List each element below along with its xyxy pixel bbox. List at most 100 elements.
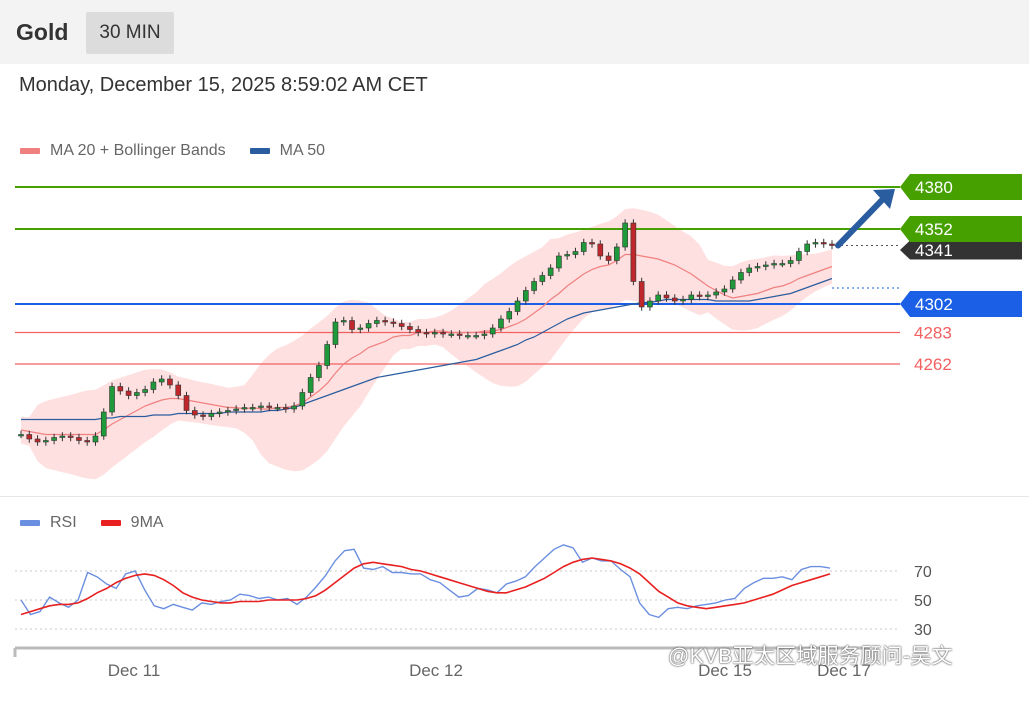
interval-button[interactable]: 30 MIN xyxy=(86,12,174,54)
candle xyxy=(291,405,297,410)
candle xyxy=(556,255,562,269)
candle xyxy=(51,437,57,441)
projection-arrow-shaft xyxy=(835,194,888,249)
candle xyxy=(208,413,215,417)
legend-ma50: MA 50 xyxy=(279,142,326,159)
candle xyxy=(829,243,835,246)
candle xyxy=(614,246,620,261)
panel-divider xyxy=(0,496,1029,497)
rsi-line xyxy=(20,544,831,619)
level-tag-top xyxy=(900,216,1022,242)
candle xyxy=(589,242,595,245)
candle xyxy=(638,281,645,308)
candle xyxy=(299,392,306,407)
candle xyxy=(572,251,579,255)
candle xyxy=(142,389,148,393)
candle xyxy=(539,275,546,282)
bollinger-band xyxy=(21,208,832,480)
candle xyxy=(225,410,231,413)
candle xyxy=(84,440,91,443)
candle xyxy=(324,344,330,366)
ma50-swatch xyxy=(249,148,270,154)
candle xyxy=(738,272,744,281)
candle xyxy=(67,435,74,438)
candle xyxy=(547,267,554,276)
candle xyxy=(415,329,422,333)
candle xyxy=(465,335,471,338)
level-label-top: 4352 xyxy=(915,220,953,239)
rsi-tick-label: 70 xyxy=(914,564,932,581)
candle xyxy=(597,243,604,257)
candle xyxy=(655,294,662,302)
candle xyxy=(713,291,719,296)
candle xyxy=(407,326,413,330)
x-tick-label: Dec 12 xyxy=(409,661,463,680)
level-tag-4380 xyxy=(900,174,1022,200)
candle xyxy=(266,405,273,408)
candle xyxy=(117,386,124,392)
rsi-panel: 70 50 30 xyxy=(15,544,932,639)
level-tag-4302 xyxy=(900,291,1022,317)
candle xyxy=(233,408,239,411)
candle xyxy=(705,294,711,297)
candle xyxy=(440,332,446,335)
candle xyxy=(34,438,41,443)
candle xyxy=(316,365,322,378)
rsi-tick-label: 30 xyxy=(914,622,932,639)
candle xyxy=(216,411,223,414)
candle xyxy=(498,318,504,329)
candle xyxy=(448,333,455,336)
candle xyxy=(680,299,686,302)
candle xyxy=(332,321,339,345)
candle xyxy=(531,281,537,291)
chart-header: Gold 30 MIN xyxy=(0,0,1029,64)
rsi-ma-swatch xyxy=(100,520,121,526)
candle xyxy=(729,279,736,290)
candle xyxy=(523,290,529,302)
candle xyxy=(630,222,637,282)
candle xyxy=(258,405,264,408)
candle xyxy=(18,434,24,437)
candle xyxy=(431,332,438,335)
candle xyxy=(671,297,678,302)
candle xyxy=(804,243,810,252)
candle xyxy=(580,242,587,252)
candle xyxy=(59,435,66,438)
rsi-9ma-line xyxy=(20,557,831,616)
price-legend: MA 20 + Bollinger Bands MA 50 xyxy=(20,142,325,160)
candle xyxy=(688,294,695,300)
candle xyxy=(357,327,364,330)
candle xyxy=(26,434,33,440)
candle xyxy=(374,320,380,324)
candle xyxy=(762,264,769,267)
candle xyxy=(249,407,256,410)
legend-rsi: RSI xyxy=(50,514,77,531)
timestamp: Monday, December 15, 2025 8:59:02 AM CET xyxy=(19,74,428,96)
candle xyxy=(696,294,703,297)
candle xyxy=(134,392,140,396)
candle xyxy=(622,222,628,248)
ma20-swatch xyxy=(20,148,40,154)
candle xyxy=(150,381,157,390)
candle xyxy=(43,440,49,443)
candle xyxy=(274,407,281,410)
candle xyxy=(796,251,802,261)
level-label-4262: 4262 xyxy=(914,355,952,374)
candle xyxy=(390,321,397,324)
candle xyxy=(340,320,347,323)
candle xyxy=(365,323,372,329)
candle xyxy=(183,395,190,411)
rsi-tick-label: 50 xyxy=(914,593,932,610)
candle xyxy=(158,378,165,383)
candle xyxy=(100,411,107,437)
x-tick-label: Dec 15 xyxy=(698,661,752,680)
legend-ma20: MA 20 + Bollinger Bands xyxy=(50,142,226,159)
candle xyxy=(489,327,496,335)
candle xyxy=(787,260,794,264)
candle xyxy=(456,333,463,336)
candle xyxy=(307,377,314,393)
candle xyxy=(473,335,479,338)
level-label-4380: 4380 xyxy=(915,178,953,197)
